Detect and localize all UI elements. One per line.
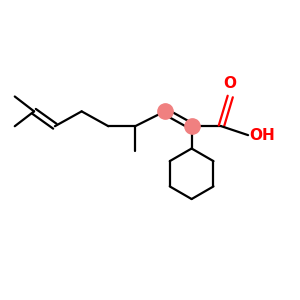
Text: O: O [224,76,237,91]
Text: OH: OH [250,128,275,142]
